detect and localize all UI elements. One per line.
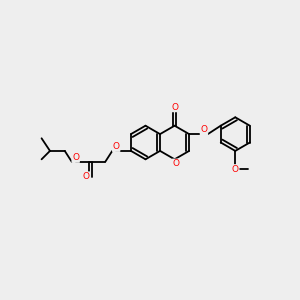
Text: O: O [172,159,180,168]
Text: O: O [113,142,120,151]
Text: O: O [171,103,178,112]
Text: O: O [200,125,207,134]
Text: O: O [83,172,90,181]
Text: O: O [72,153,79,162]
Text: O: O [232,165,239,174]
